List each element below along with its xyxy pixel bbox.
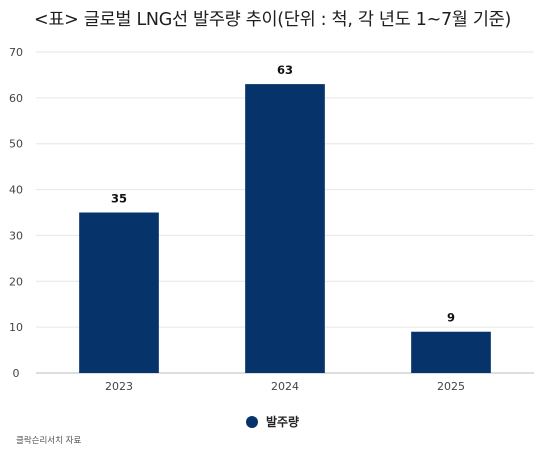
bar <box>79 212 159 373</box>
x-tick-label: 2023 <box>105 380 133 393</box>
bar <box>411 331 491 373</box>
x-tick-label: 2025 <box>437 380 465 393</box>
bar <box>245 84 325 373</box>
chart-legend: 발주량 <box>0 413 545 430</box>
y-tick-label: 70 <box>9 46 23 59</box>
y-tick-label: 30 <box>9 229 23 242</box>
y-tick-label: 40 <box>9 184 23 197</box>
chart-title: <표> 글로벌 LNG선 발주량 추이(단위 : 척, 각 년도 1~7월 기준… <box>34 10 511 30</box>
data-label: 63 <box>277 63 293 77</box>
bar-chart: 0 10 20 30 40 50 60 70 35 2023 63 2024 9 2025 <box>9 46 534 393</box>
data-label: 35 <box>111 192 127 206</box>
y-tick-label: 0 <box>13 367 20 380</box>
y-tick-label: 20 <box>9 275 23 288</box>
y-tick-label: 60 <box>9 92 23 105</box>
x-tick-label: 2024 <box>271 380 299 393</box>
legend-label: 발주량 <box>265 415 300 429</box>
y-tick-label: 50 <box>9 138 23 151</box>
source-note: 클락슨리서치 자료 <box>16 436 82 446</box>
y-tick-label: 10 <box>9 321 23 334</box>
data-label: 9 <box>447 311 455 325</box>
legend-marker <box>245 415 258 428</box>
